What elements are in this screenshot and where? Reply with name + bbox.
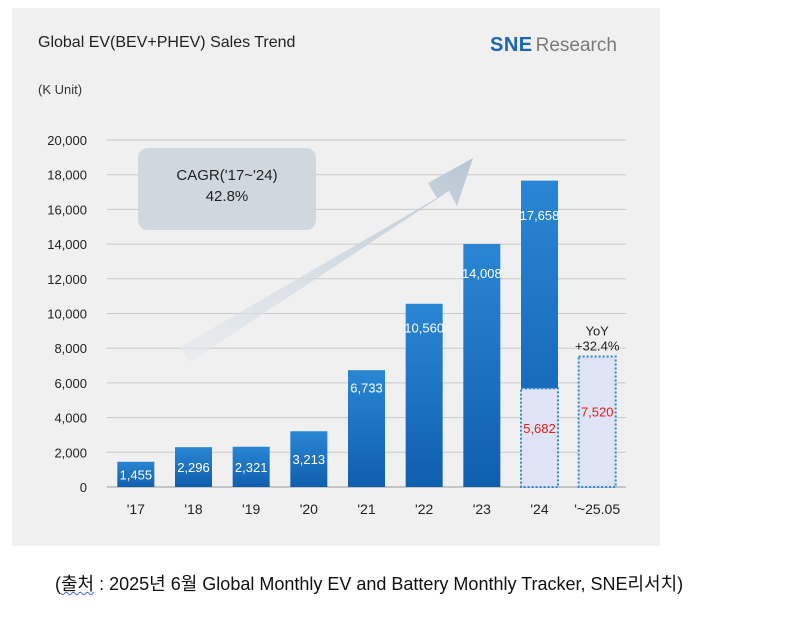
y-tick-label: 10,000: [47, 307, 87, 322]
bar: [232, 446, 270, 487]
y-tick-label: 12,000: [47, 272, 87, 287]
chart-title: Global EV(BEV+PHEV) Sales Trend: [38, 34, 296, 51]
yoy-label: YoY: [585, 324, 609, 339]
x-tick-label: '19: [242, 501, 260, 517]
y-axis-unit-label: (K Unit): [38, 82, 83, 97]
x-tick-label: '18: [184, 501, 202, 517]
bars: [117, 180, 617, 489]
x-tick-label: '17: [127, 501, 145, 517]
y-tick-label: 16,000: [47, 202, 87, 217]
source-open-paren: (: [55, 574, 61, 594]
axes: 0 2,000 4,000 6,000 8,000 10,000 12,000 14,000 1…: [47, 133, 620, 517]
y-tick-label: 0: [80, 480, 87, 495]
bar-value-label: 10,560: [404, 320, 444, 335]
logo-research-text: Research: [535, 35, 617, 56]
bar-value-label: 1,455: [120, 467, 153, 482]
logo-sne-text: SNE: [490, 34, 533, 56]
bar-partial-2025: [577, 355, 617, 489]
bar-value-label: 2,321: [235, 460, 268, 475]
x-tick-label: '23: [473, 501, 491, 517]
bar-value-label: 14,008: [462, 266, 502, 281]
y-tick-label: 4,000: [54, 411, 87, 426]
bar-value-label: 17,658: [520, 208, 560, 223]
cagr-value: 42.8%: [205, 188, 249, 205]
bar: [463, 243, 501, 487]
growth-arrow: [180, 158, 473, 362]
bar: [348, 370, 385, 487]
source-caption: (출처 : 2025년 6월 Global Monthly EV and Bat…: [55, 570, 683, 596]
sne-research-logo: SNE Research: [490, 34, 617, 57]
bar: [405, 303, 443, 487]
growth-arrow-shape: [180, 158, 473, 362]
bar-value-label: 7,520: [581, 405, 614, 420]
cagr-label: CAGR('17~'24): [176, 167, 278, 184]
bar-value-label: 6,733: [350, 381, 383, 396]
x-tick-label: '22: [415, 501, 433, 517]
y-tick-label: 14,000: [47, 237, 87, 252]
y-tick-label: 2,000: [54, 445, 87, 460]
y-tick-label: 20,000: [47, 133, 87, 148]
bar-value-label: 3,213: [293, 452, 326, 467]
y-tick-label: 8,000: [54, 341, 87, 356]
x-tick-label: '20: [300, 501, 318, 517]
source-text: : 2025년 6월 Global Monthly EV and Battery…: [94, 574, 684, 594]
bar-value-label: 2,296: [177, 460, 210, 475]
yoy-value: +32.4%: [575, 339, 620, 354]
x-tick-label: '~25.05: [574, 501, 620, 517]
bar-partial-2024: [520, 387, 559, 488]
bar: [175, 447, 212, 487]
cagr-callout: CAGR('17~'24) 42.8%: [138, 148, 316, 230]
bar: [290, 431, 328, 487]
x-tick-label: '24: [530, 501, 548, 517]
labels: 1,455 2,296 2,321 3,213 6,733 10,560 14,008 5,6…: [120, 208, 620, 482]
y-tick-label: 6,000: [54, 376, 87, 391]
source-word: 출처: [61, 574, 95, 594]
bar: [117, 461, 155, 487]
x-tick-label: '21: [357, 501, 375, 517]
y-tick-label: 18,000: [47, 168, 87, 183]
partial-value-label: 5,682: [523, 421, 556, 436]
